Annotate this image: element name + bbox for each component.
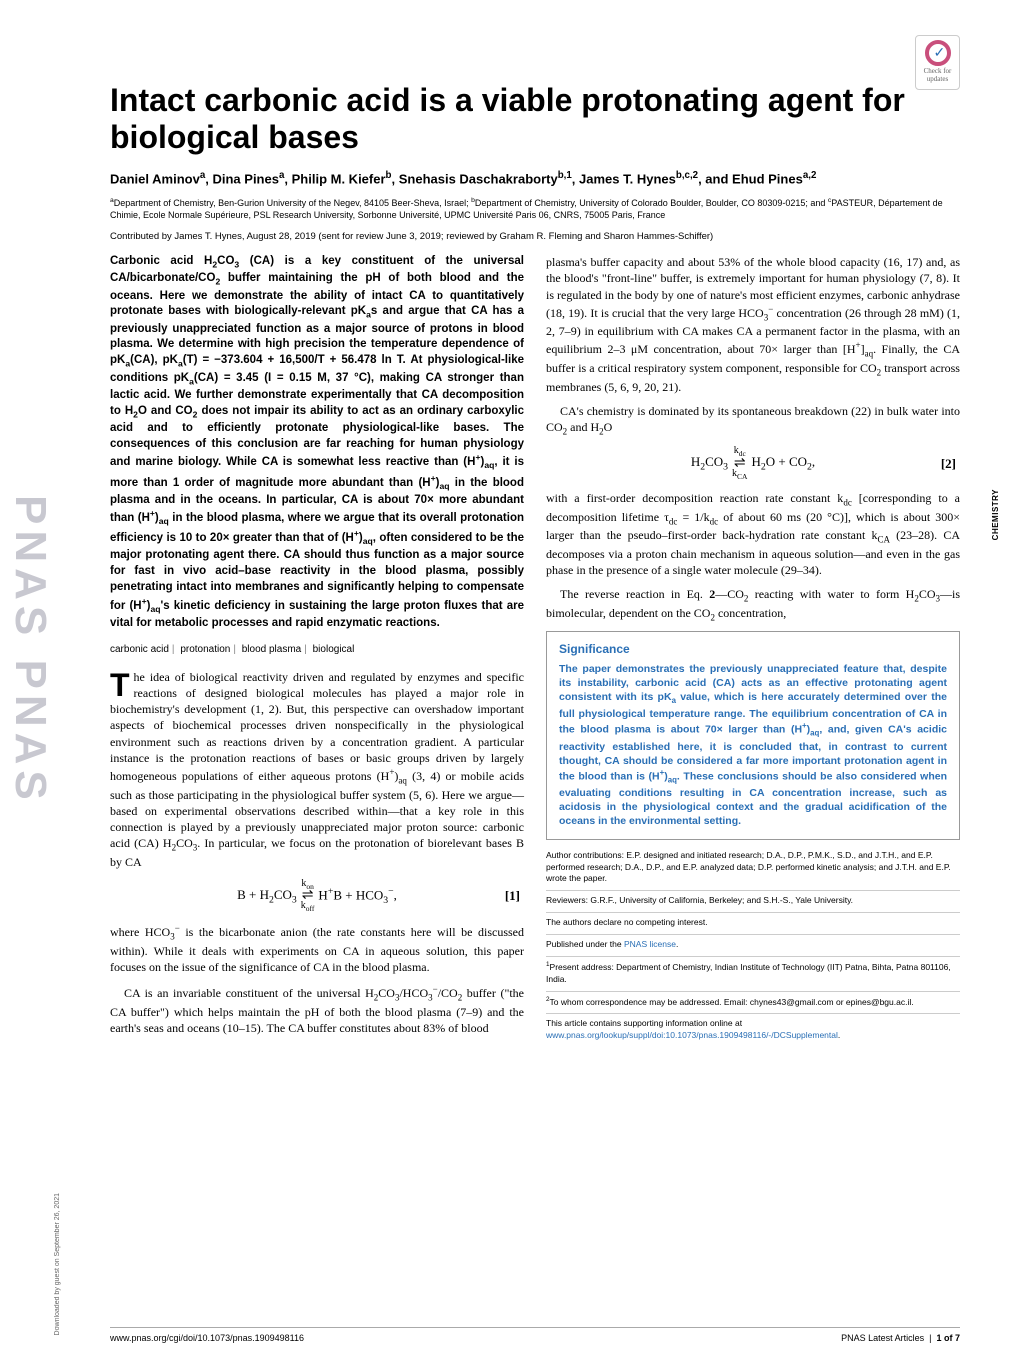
keyword: protonation — [180, 644, 230, 655]
article-metadata: Author contributions: E.P. designed and … — [546, 850, 960, 1042]
body-paragraph: where HCO3− is the bicarbonate anion (th… — [110, 922, 524, 975]
dropcap-T: T — [110, 669, 134, 700]
crossmark-icon — [925, 40, 951, 66]
competing-interest: The authors declare no competing interes… — [546, 912, 960, 929]
page-footer: www.pnas.org/cgi/doi/10.1073/pnas.190949… — [110, 1327, 960, 1343]
present-address: 1Present address: Department of Chemistr… — [546, 956, 960, 986]
body-paragraph: plasma's buffer capacity and about 53% o… — [546, 254, 960, 395]
body-paragraph: CA is an invariable constituent of the u… — [110, 983, 524, 1036]
keyword: blood plasma — [242, 644, 301, 655]
download-stamp: Downloaded by guest on September 26, 202… — [54, 1193, 61, 1335]
left-column: Carbonic acid H2CO3 (CA) is a key consti… — [110, 254, 524, 1047]
keyword: biological — [313, 644, 355, 655]
equation-1: B + H2CO3 kon ⇌ koff H+B + HCO3−, [1] — [110, 880, 524, 913]
equation-2: H2CO3 kdc ⇌ kCA H2O + CO2, [2] — [546, 447, 960, 480]
body-paragraph: CA's chemistry is dominated by its spont… — [546, 403, 960, 438]
check-updates-label: Check for updates — [916, 68, 959, 83]
author-contributions: Author contributions: E.P. designed and … — [546, 850, 960, 886]
footer-doi: www.pnas.org/cgi/doi/10.1073/pnas.190949… — [110, 1333, 304, 1343]
supporting-info: This article contains supporting informa… — [546, 1013, 960, 1042]
reviewers: Reviewers: G.R.F., University of Califor… — [546, 890, 960, 907]
significance-box: Significance The paper demonstrates the … — [546, 631, 960, 840]
section-tab-chemistry: CHEMISTRY — [989, 485, 1002, 544]
keyword: carbonic acid — [110, 644, 169, 655]
footer-page-info: PNAS Latest Articles | 1 of 7 — [841, 1333, 960, 1343]
article-title: Intact carbonic acid is a viable protona… — [110, 82, 960, 156]
two-column-layout: Carbonic acid H2CO3 (CA) is a key consti… — [110, 254, 960, 1047]
body-paragraph: with a first-order decomposition reactio… — [546, 490, 960, 578]
pnas-logo-sidebar: PNAS PNAS — [15, 300, 55, 1000]
body-paragraph: The idea of biological reactivity driven… — [110, 669, 524, 870]
right-column: plasma's buffer capacity and about 53% o… — [546, 254, 960, 1047]
abstract: Carbonic acid H2CO3 (CA) is a key consti… — [110, 254, 524, 632]
author-list: Daniel Aminova, Dina Pinesa, Philip M. K… — [110, 170, 960, 186]
significance-heading: Significance — [559, 642, 947, 656]
affiliations: aDepartment of Chemistry, Ben-Gurion Uni… — [110, 196, 960, 221]
contributed-line: Contributed by James T. Hynes, August 28… — [110, 231, 960, 242]
body-paragraph: The reverse reaction in Eq. 2—CO2 reacti… — [546, 586, 960, 623]
keywords: carbonic acid| protonation| blood plasma… — [110, 644, 524, 655]
check-for-updates-badge[interactable]: Check for updates — [915, 35, 960, 90]
correspondence: 2To whom correspondence may be addressed… — [546, 991, 960, 1009]
license: Published under the PNAS license. — [546, 934, 960, 951]
significance-text: The paper demonstrates the previously un… — [559, 662, 947, 829]
